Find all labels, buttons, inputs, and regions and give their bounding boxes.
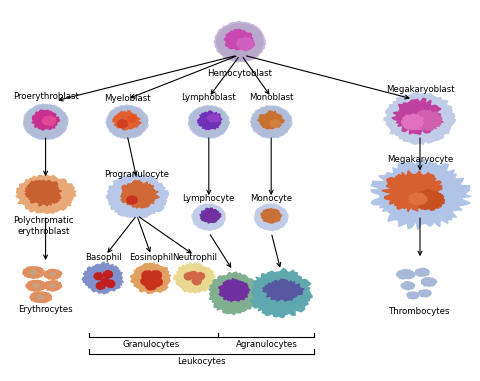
Polygon shape [82,262,123,294]
Text: Granulocytes: Granulocytes [122,340,180,349]
Text: Myeloblast: Myeloblast [104,94,151,103]
Polygon shape [24,104,68,139]
Polygon shape [127,196,137,204]
Polygon shape [255,204,288,231]
Polygon shape [371,159,471,230]
Polygon shape [24,105,67,139]
Polygon shape [413,110,442,130]
Polygon shape [270,120,280,127]
Polygon shape [173,263,216,293]
Text: Eosinophil: Eosinophil [129,253,173,262]
Polygon shape [250,106,292,138]
Polygon shape [50,272,55,276]
Polygon shape [25,180,61,206]
Polygon shape [261,209,282,223]
Polygon shape [392,98,444,134]
Text: Lymphocyte: Lymphocyte [182,194,235,203]
Polygon shape [219,279,250,302]
Polygon shape [96,282,106,289]
Text: Agranulocytes: Agranulocytes [236,340,297,349]
Polygon shape [107,106,147,138]
Polygon shape [195,272,204,280]
Text: Polychromatic
erythroblast: Polychromatic erythroblast [13,216,73,236]
Polygon shape [142,271,153,280]
Polygon shape [409,193,427,205]
Text: Basophil: Basophil [85,253,121,262]
Polygon shape [26,280,46,291]
Polygon shape [16,175,76,213]
Polygon shape [141,277,152,286]
Polygon shape [106,280,115,287]
Polygon shape [106,105,148,138]
Text: Megakaryocyte: Megakaryocyte [387,155,453,164]
Polygon shape [42,116,56,126]
Polygon shape [407,292,419,299]
Polygon shape [192,204,225,231]
Text: Thrombocytes: Thrombocytes [389,307,451,316]
Polygon shape [216,24,263,60]
Polygon shape [414,190,444,210]
Polygon shape [94,273,103,280]
Polygon shape [30,270,36,275]
Polygon shape [214,22,265,62]
Polygon shape [250,268,312,317]
Polygon shape [128,116,136,122]
Polygon shape [38,295,44,300]
Text: Progranulocyte: Progranulocyte [104,170,169,179]
Polygon shape [200,208,221,223]
Polygon shape [263,279,304,301]
Polygon shape [198,111,222,130]
Polygon shape [121,181,159,208]
Polygon shape [418,290,432,297]
Polygon shape [189,107,228,137]
Polygon shape [23,267,44,279]
Text: Lymphoblast: Lymphoblast [181,93,236,102]
Text: Hemocytoblast: Hemocytoblast [207,69,273,78]
Polygon shape [415,268,429,277]
Polygon shape [192,278,201,285]
Text: Megakaryoblast: Megakaryoblast [386,85,454,94]
Polygon shape [33,283,39,288]
Polygon shape [209,272,257,315]
Polygon shape [103,271,113,278]
Polygon shape [146,281,157,290]
Polygon shape [421,278,437,287]
Polygon shape [224,29,252,50]
Polygon shape [189,106,229,138]
Text: Erythrocytes: Erythrocytes [18,305,73,314]
Text: Monocyte: Monocyte [250,194,292,203]
Polygon shape [32,110,60,130]
Polygon shape [384,92,456,144]
Polygon shape [184,273,193,280]
Polygon shape [151,271,161,280]
Polygon shape [189,271,198,279]
Polygon shape [44,269,62,279]
Polygon shape [396,269,415,279]
Text: Monoblast: Monoblast [249,93,293,102]
Polygon shape [130,263,171,294]
Polygon shape [44,280,62,291]
Polygon shape [207,114,220,122]
Polygon shape [252,107,290,137]
Polygon shape [382,171,442,212]
Text: Leukocytes: Leukocytes [177,357,226,366]
Polygon shape [401,114,423,130]
Polygon shape [118,120,128,128]
Polygon shape [401,282,415,290]
Text: Neutrophil: Neutrophil [172,253,217,262]
Polygon shape [30,292,52,303]
Polygon shape [237,37,255,51]
Text: Proerythroblast: Proerythroblast [12,92,79,101]
Polygon shape [257,111,285,129]
Polygon shape [107,174,168,218]
Polygon shape [152,277,163,287]
Polygon shape [101,279,110,286]
Polygon shape [50,283,55,288]
Polygon shape [113,110,141,130]
